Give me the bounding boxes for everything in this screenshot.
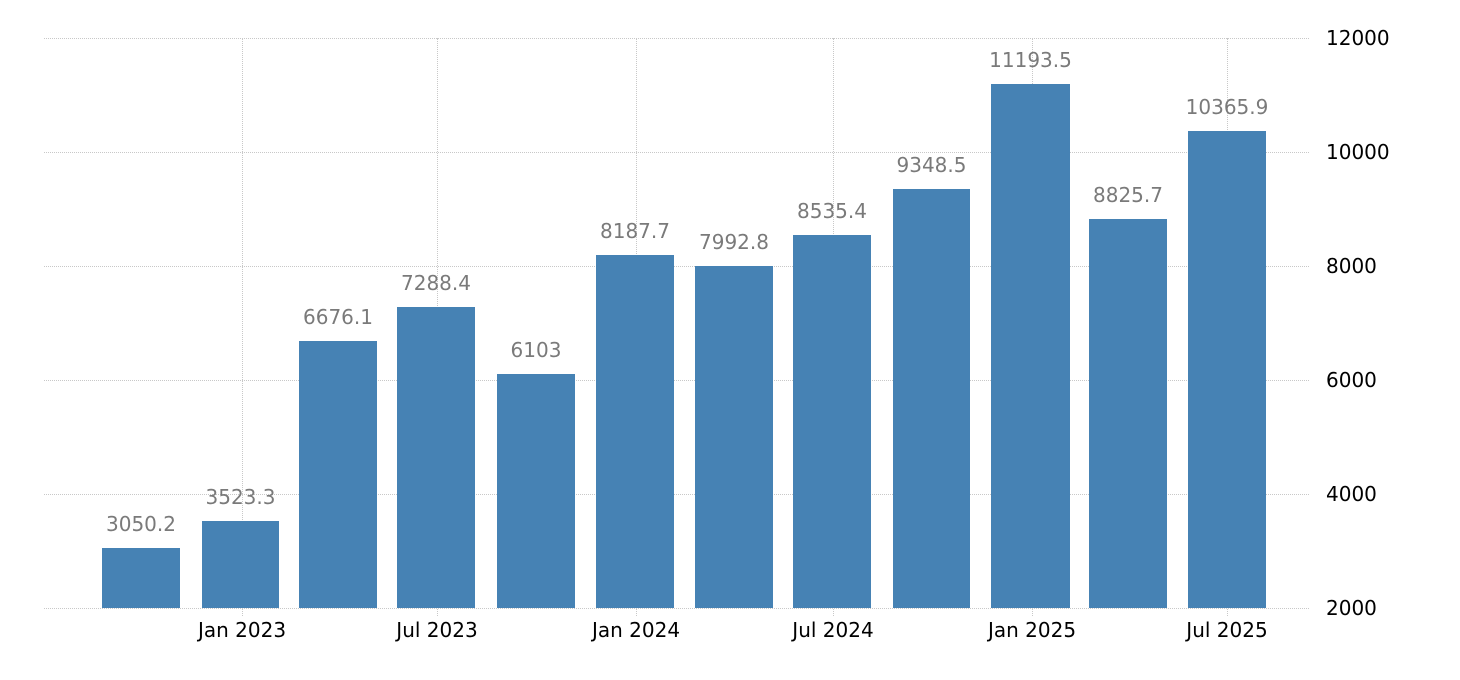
bar-value-label: 11193.5	[989, 47, 1072, 72]
bar	[202, 521, 279, 608]
y-tick-label: 10000	[1326, 140, 1390, 164]
bar-value-label: 7288.4	[401, 270, 471, 295]
bar	[1188, 131, 1266, 608]
bar-value-label: 6676.1	[303, 305, 373, 330]
bar	[793, 235, 871, 608]
x-tick-label: Jan 2023	[197, 618, 287, 642]
bar-value-label: 8825.7	[1093, 182, 1163, 207]
bar	[596, 255, 674, 608]
x-tick-label: Jan 2025	[987, 618, 1077, 642]
bar-value-label: 3523.3	[205, 485, 276, 510]
bar	[497, 374, 575, 608]
gridline-8000	[44, 266, 1309, 267]
gridline-12000	[44, 38, 1309, 39]
y-tick-label: 8000	[1326, 254, 1377, 278]
bar	[397, 306, 475, 608]
x-tick-label: Jul 2024	[792, 618, 874, 642]
y-tick-label: 2000	[1326, 596, 1377, 620]
bar	[991, 83, 1070, 608]
x-tick-label: Jan 2024	[591, 618, 681, 642]
y-tick-label: 12000	[1326, 26, 1390, 50]
y-tick-label: 6000	[1326, 368, 1377, 392]
x-tick-label: Jul 2023	[396, 618, 478, 642]
bar-value-label: 7992.8	[699, 230, 769, 255]
bar	[299, 341, 377, 608]
x-tick-label: Jul 2025	[1186, 618, 1268, 642]
bar-value-label: 8535.4	[797, 199, 867, 224]
bar-value-label: 8187.7	[600, 219, 670, 244]
gridline-10000	[44, 152, 1309, 153]
bar	[695, 266, 773, 608]
gridline-4000	[44, 494, 1309, 495]
vgridline-jan-2023	[242, 38, 243, 616]
bar	[893, 189, 970, 608]
gridline-6000	[44, 380, 1309, 381]
y-tick-label: 4000	[1326, 482, 1377, 506]
bar-value-label: 9348.5	[896, 153, 967, 178]
bar	[102, 548, 180, 608]
gridline-2000	[44, 608, 1309, 609]
bar	[1089, 218, 1167, 608]
bar-value-label: 3050.2	[106, 512, 176, 537]
bar-value-label: 10365.9	[1185, 95, 1269, 120]
bar-value-label: 6103	[510, 338, 562, 363]
